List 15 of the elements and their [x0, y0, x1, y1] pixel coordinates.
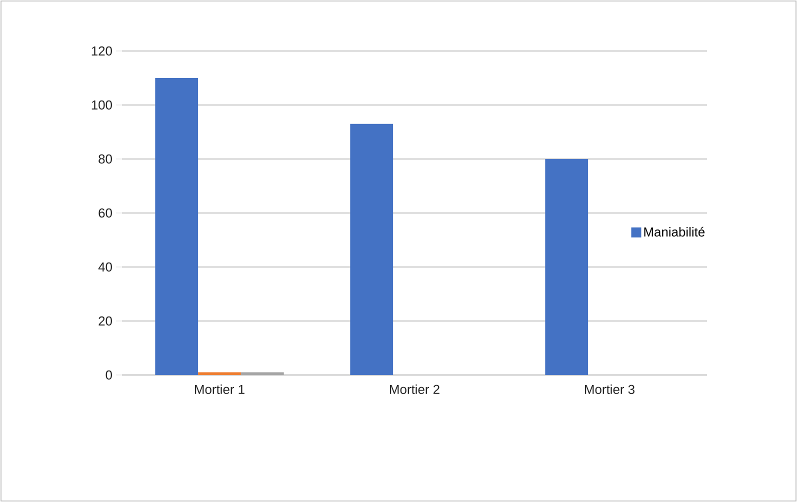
bar	[545, 158, 588, 375]
bar	[350, 124, 394, 375]
y-tick-label: 120	[92, 46, 112, 56]
bar	[155, 78, 198, 375]
bar	[198, 372, 241, 375]
y-tick-label: 20	[98, 316, 112, 326]
y-tick-label: 0	[106, 370, 112, 380]
y-tick-label: 100	[92, 100, 112, 110]
y-tick-label: 80	[98, 154, 112, 164]
x-tick-label: Mortier 1	[195, 384, 244, 394]
y-tick-label: 60	[98, 208, 112, 218]
y-tick-label: 40	[98, 262, 112, 272]
x-tick-label: Mortier 2	[390, 384, 440, 394]
x-tick-label: Mortier 3	[585, 384, 634, 394]
legend-label: Maniabilité	[644, 226, 705, 237]
